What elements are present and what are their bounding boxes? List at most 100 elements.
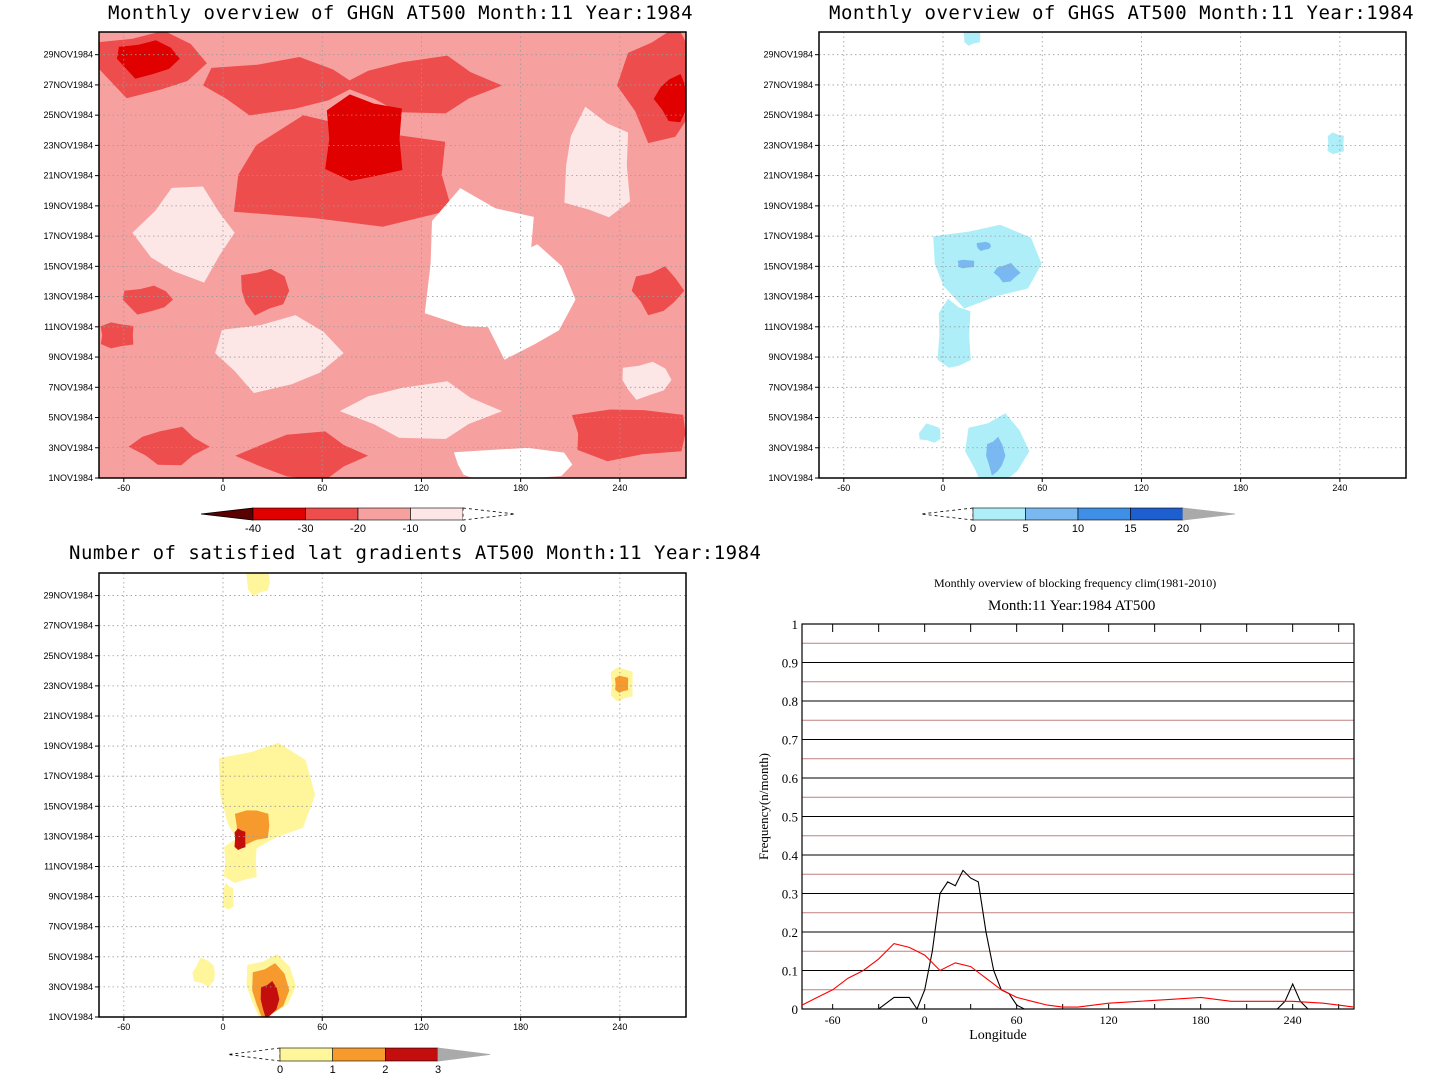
x-tick-label: 180 (513, 483, 528, 493)
y-tick-label: 27NOV1984 (43, 80, 93, 90)
field-contour (933, 224, 1042, 309)
colorbar-swatch (1025, 507, 1079, 521)
field-contour (339, 55, 503, 114)
x-tick-label: -60 (117, 1022, 130, 1032)
x-tick-label: 60 (317, 483, 327, 493)
field-contour (215, 315, 344, 393)
panel-blocking-frequency: Monthly overview of blocking frequency c… (720, 545, 1440, 1091)
x-tick-label: -60 (117, 483, 130, 493)
colorbar-arrow-right (437, 1047, 491, 1062)
colorbar-label: 5 (1022, 523, 1028, 535)
y-tick-label: 0.1 (782, 964, 798, 979)
y-tick-label: 0.2 (782, 925, 798, 940)
y-tick-label: 11NOV1984 (764, 322, 813, 332)
heatmap-ghgn: 1NOV1984 3NOV1984 5NOV1984 7NOV1984 9NOV1984… (43, 31, 687, 535)
x-tick-label: 0 (221, 483, 226, 493)
x-tick-label: 0 (941, 483, 946, 493)
field-contour (325, 94, 403, 181)
chart-subtitle: Month:11 Year:1984 AT500 (988, 598, 1156, 614)
colorbar-swatch (305, 507, 359, 521)
y-tick-label: 5NOV1984 (768, 413, 813, 423)
x-tick-label: 120 (1134, 483, 1149, 493)
x-tick-label: 180 (513, 1022, 528, 1032)
y-tick-label: 7NOV1984 (768, 382, 813, 392)
field-contour (918, 423, 941, 443)
field-contour (234, 828, 246, 850)
field-contour (192, 957, 215, 987)
y-tick-label: 13NOV1984 (43, 831, 93, 841)
x-axis-label: Longitude (969, 1028, 1027, 1043)
y-tick-label: 7NOV1984 (48, 382, 93, 392)
colorbar-arrow-left (920, 507, 974, 521)
y-tick-label: 17NOV1984 (43, 771, 93, 781)
colorbar-swatch (1077, 507, 1131, 521)
y-tick-label: 11NOV1984 (44, 861, 93, 871)
y-tick-label: 25NOV1984 (43, 110, 93, 120)
colorbar-label: 20 (1177, 523, 1189, 535)
colorbar-arrow-left (200, 507, 254, 521)
y-tick-label: 23NOV1984 (43, 140, 93, 150)
colorbar-swatch (332, 1047, 386, 1062)
x-tick-label: -60 (837, 483, 850, 493)
y-tick-label: 0.9 (782, 656, 798, 671)
field-contour (222, 882, 234, 910)
field-contour (246, 573, 270, 597)
y-tick-label: 21NOV1984 (43, 711, 93, 721)
heatmap-ghgs: 1NOV1984 3NOV1984 5NOV1984 7NOV1984 9NOV1984… (763, 31, 1407, 535)
x-tick-label: 0 (922, 1013, 928, 1027)
field-contour (1327, 132, 1344, 155)
y-tick-label: 5NOV1984 (48, 952, 93, 962)
colorbar-label: -20 (350, 523, 366, 535)
x-tick-label: 0 (221, 1022, 226, 1032)
field-contour (122, 285, 173, 315)
y-tick-label: 19NOV1984 (43, 741, 93, 751)
x-tick-label: 60 (317, 1022, 327, 1032)
colorbar-label: 2 (382, 1064, 388, 1076)
panel-title: Monthly overview of GHGS AT500 Month:11 … (829, 2, 1415, 24)
y-tick-label: 3NOV1984 (48, 982, 93, 992)
y-tick-label: 0.4 (782, 848, 799, 863)
y-tick-label: 25NOV1984 (43, 651, 93, 661)
y-tick-label: 15NOV1984 (763, 261, 813, 271)
y-tick-label: 0.8 (782, 694, 798, 709)
field-contour (453, 447, 573, 478)
plot-frame (98, 31, 687, 479)
x-tick-label: 120 (1100, 1013, 1118, 1027)
plot-frame (98, 572, 687, 1018)
field-contour (653, 74, 686, 123)
colorbar-swatch (252, 507, 306, 521)
y-tick-label: 0 (792, 1002, 799, 1017)
colorbar-label: 15 (1124, 523, 1136, 535)
colorbar-label: -30 (298, 523, 314, 535)
y-tick-label: 3NOV1984 (48, 443, 93, 453)
y-tick-label: 23NOV1984 (763, 140, 813, 150)
y-tick-label: 21NOV1984 (763, 171, 813, 181)
field-contour (475, 244, 576, 360)
colorbar-label: 3 (435, 1064, 441, 1076)
panel-ghgn: Monthly overview of GHGN AT500 Month:11 … (0, 0, 720, 545)
field-contour (937, 298, 971, 368)
field-contour (963, 32, 981, 46)
y-tick-label: 1NOV1984 (48, 473, 93, 483)
y-tick-label: 19NOV1984 (43, 201, 93, 211)
panel-gradients: Number of satisfied lat gradients AT500 … (0, 540, 761, 1091)
y-tick-label: 7NOV1984 (48, 922, 93, 932)
y-tick-label: 9NOV1984 (48, 892, 93, 902)
field-contour (100, 322, 134, 349)
y-tick-label: 29NOV1984 (43, 591, 93, 601)
field-contour (223, 839, 257, 883)
line-chart: 0 0.1 0.2 0.3 0.4 0.5 0.6 0.7 0.8 0.9 1 -60 0 60 120 18… (756, 617, 1355, 1043)
y-tick-label: 15NOV1984 (43, 801, 93, 811)
field-contour (571, 409, 686, 462)
colorbar-label: -40 (245, 523, 261, 535)
y-tick-label: 15NOV1984 (43, 261, 93, 271)
y-tick-label: 27NOV1984 (43, 621, 93, 631)
colorbar-label: 0 (277, 1064, 283, 1076)
y-tick-label: 17NOV1984 (43, 231, 93, 241)
y-tick-label: 11NOV1984 (44, 322, 93, 332)
colorbar-arrow-right (1182, 507, 1236, 521)
y-tick-label: 5NOV1984 (48, 413, 93, 423)
y-tick-label: 13NOV1984 (43, 292, 93, 302)
field-contour (631, 266, 685, 316)
x-tick-label: 240 (1284, 1013, 1302, 1027)
